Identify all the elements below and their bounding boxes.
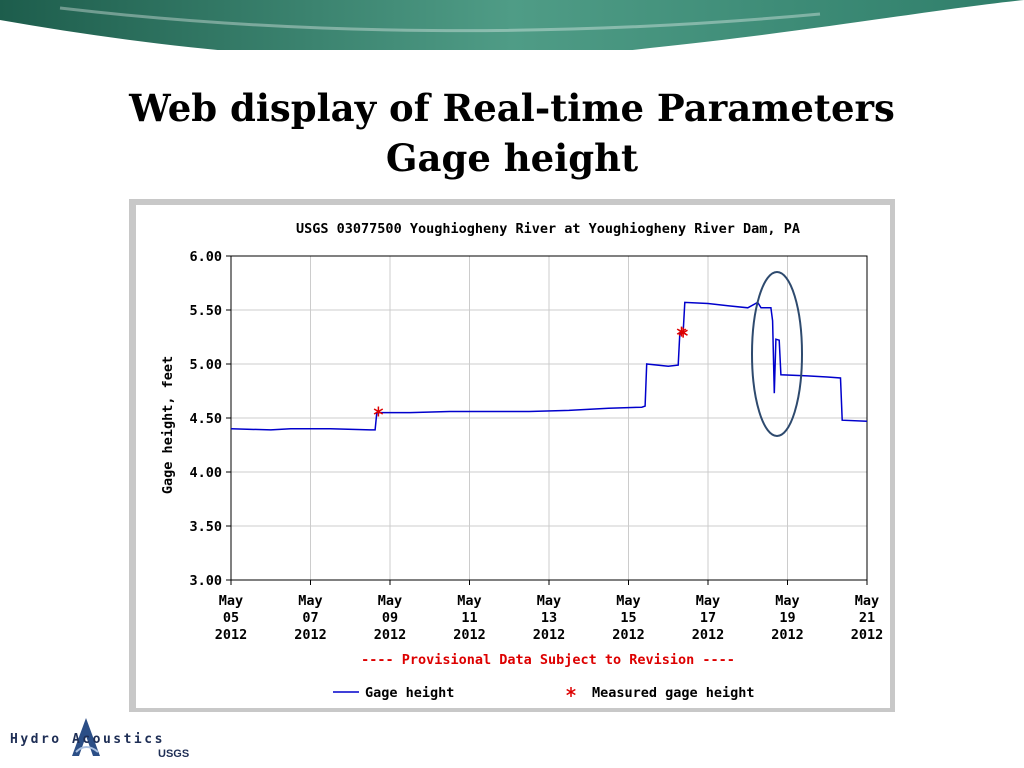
y-tick-label: 4.00 [189, 465, 222, 481]
chart-title: USGS 03077500 Youghiogheny River at Youg… [296, 221, 800, 237]
x-tick-label: May [616, 593, 640, 609]
x-tick-label: 2012 [453, 627, 486, 643]
y-tick-label: 6.00 [189, 249, 222, 265]
y-axis-ticks: 3.00 3.50 4.00 4.50 5.00 5.50 6.00 [189, 249, 231, 589]
hydroacoustics-logo: Hydro Acoustics USGS [10, 718, 189, 760]
x-tick-label: 09 [382, 610, 398, 626]
chart-panel [136, 205, 890, 708]
measured-point [678, 327, 688, 338]
x-tick-label: 2012 [692, 627, 725, 643]
x-tick-label: May [696, 593, 720, 609]
x-tick-label: May [457, 593, 481, 609]
x-tick-label: May [298, 593, 322, 609]
y-tick-label: 5.00 [189, 357, 222, 373]
logo-usgs: USGS [158, 748, 189, 760]
header-banner [0, 0, 1024, 80]
y-tick-label: 3.00 [189, 573, 222, 589]
x-tick-label: 2012 [533, 627, 566, 643]
legend: Gage height Measured gage height [333, 685, 755, 701]
x-tick-label: 19 [779, 610, 795, 626]
x-axis-ticks: May052012May072012May092012May112012May1… [215, 580, 884, 643]
y-tick-label: 3.50 [189, 519, 222, 535]
x-tick-label: 15 [620, 610, 636, 626]
x-tick-label: 2012 [771, 627, 804, 643]
y-axis-label: Gage height, feet [160, 356, 176, 494]
grid [230, 255, 868, 581]
x-tick-label: 2012 [215, 627, 248, 643]
x-tick-label: May [378, 593, 402, 609]
x-tick-label: 2012 [612, 627, 645, 643]
provisional-note: ---- Provisional Data Subject to Revisio… [361, 652, 735, 668]
legend-star-icon [566, 687, 576, 697]
x-tick-label: 2012 [294, 627, 327, 643]
x-tick-label: 05 [223, 610, 239, 626]
x-tick-label: 2012 [851, 627, 884, 643]
measured-point [373, 406, 384, 417]
x-tick-label: 13 [541, 610, 557, 626]
legend-star-icon-shape [566, 687, 576, 697]
x-tick-label: 17 [700, 610, 716, 626]
x-tick-label: 2012 [374, 627, 407, 643]
y-tick-label: 5.50 [189, 303, 222, 319]
x-tick-label: May [537, 593, 561, 609]
x-tick-label: 07 [302, 610, 318, 626]
y-tick-label: 4.50 [189, 411, 222, 427]
legend-label-gage-height: Gage height [365, 685, 454, 701]
slide-subtitle: Gage height [385, 136, 639, 180]
highlight-ellipse [751, 271, 803, 437]
x-tick-label: May [219, 593, 243, 609]
x-tick-label: May [855, 593, 879, 609]
x-tick-label: May [775, 593, 799, 609]
slide-title: Web display of Real-time Parameters [129, 86, 895, 130]
x-tick-label: 11 [461, 610, 477, 626]
measured-markers [373, 326, 688, 417]
x-tick-label: 21 [859, 610, 875, 626]
legend-label-measured: Measured gage height [592, 685, 755, 701]
logo-text: Hydro Acoustics [10, 732, 165, 747]
